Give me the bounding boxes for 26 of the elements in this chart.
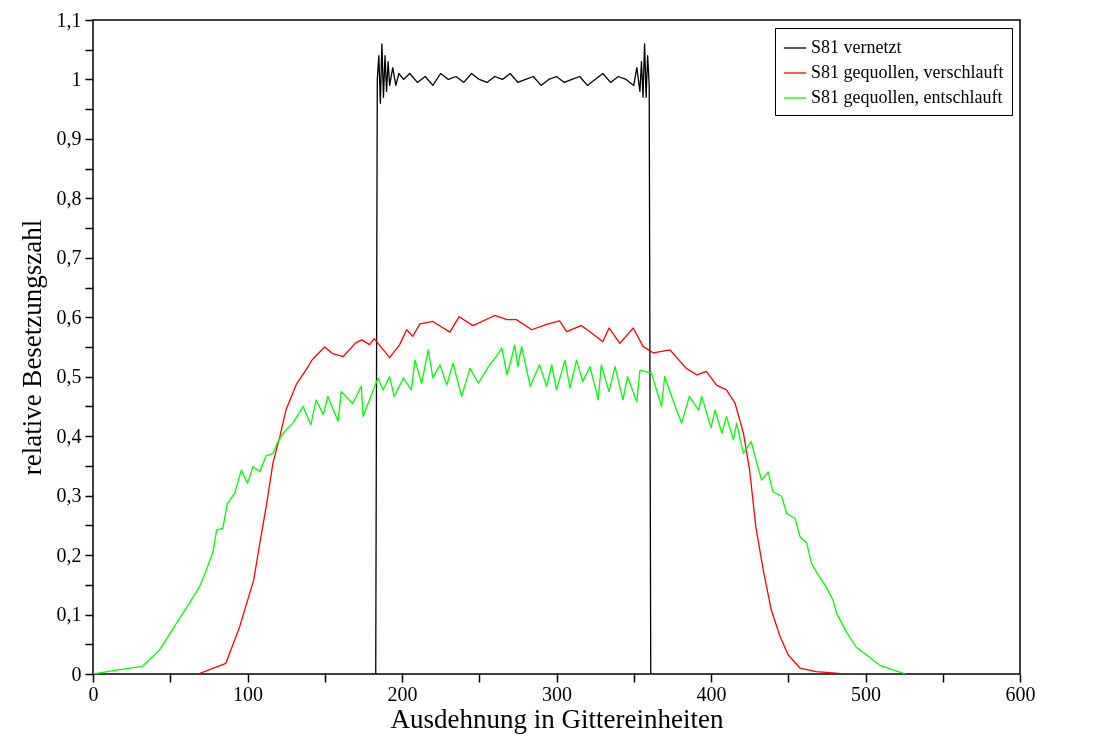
y-tick-label: 1,1	[56, 8, 82, 31]
y-tick-label: 0,3	[56, 484, 82, 507]
x-tick-label: 100	[233, 682, 263, 705]
legend-label: S81 vernetzt	[811, 37, 902, 57]
y-tick-label: 0,5	[56, 365, 82, 388]
legend-label: S81 gequollen, verschlauft	[811, 62, 1004, 82]
x-tick-label: 0	[88, 682, 99, 705]
line-series	[93, 344, 907, 674]
y-tick-label: 1	[71, 67, 82, 90]
y-tick-label: 0,8	[56, 186, 82, 209]
y-tick-label: 0,1	[56, 603, 82, 626]
legend-label: S81 gequollen, entschlauft	[811, 87, 1003, 107]
x-tick-label: 600	[1005, 682, 1036, 705]
x-tick-label: 400	[696, 682, 727, 705]
line-series	[197, 314, 867, 674]
x-axis-title: Ausdehnung in Gittereinheiten	[390, 703, 724, 734]
y-tick-label: 0,7	[56, 246, 82, 269]
y-axis-title: relative Besetzungszahl	[16, 219, 47, 476]
y-tick-label: 0	[71, 662, 82, 685]
x-tick-label: 500	[851, 682, 881, 705]
x-tick-label: 300	[542, 682, 572, 705]
y-tick-label: 0,9	[56, 127, 82, 150]
y-tick-label: 0,4	[56, 424, 82, 447]
x-tick-label: 200	[387, 682, 418, 705]
y-tick-label: 0,6	[56, 305, 82, 328]
y-tick-label: 0,2	[56, 543, 82, 566]
